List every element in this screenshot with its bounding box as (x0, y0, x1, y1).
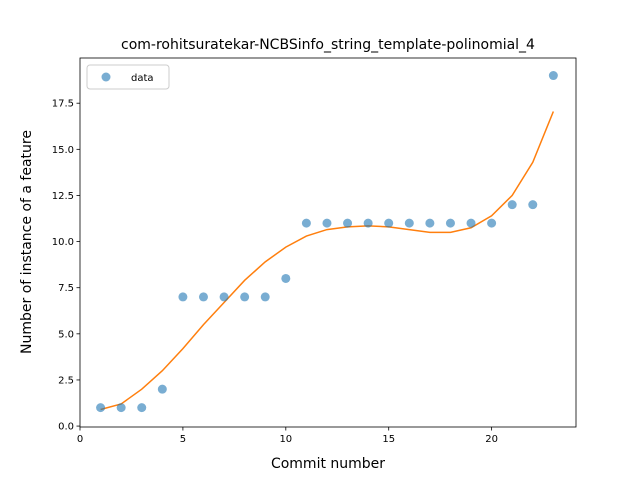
data-point (301, 218, 311, 228)
data-point (322, 218, 332, 228)
data-point (198, 292, 208, 302)
fit-line (100, 111, 555, 411)
data-point (404, 218, 414, 228)
y-tick-label: 7.5 (58, 283, 74, 294)
legend: data (86, 64, 170, 90)
y-tick-label: 0.0 (58, 422, 74, 433)
data-point (240, 292, 250, 302)
data-point (178, 292, 188, 302)
data-point (157, 384, 167, 394)
data-point (281, 273, 291, 283)
y-tick-label: 17.5 (52, 99, 74, 110)
data-point (343, 218, 353, 228)
x-tick-label: 20 (485, 434, 498, 445)
plot-area: 0 5 10 15 20 0.0 2.5 5.0 7.5 10.0 12.5 15.0 17.5 (52, 57, 577, 445)
data-point (507, 200, 517, 210)
data-point (260, 292, 270, 302)
data-point (528, 200, 538, 210)
y-tick-label: 15.0 (52, 145, 74, 156)
y-tick-label: 12.5 (52, 191, 74, 202)
y-tick-label: 10.0 (52, 237, 74, 248)
data-point (116, 403, 126, 413)
legend-marker-data (101, 72, 111, 82)
legend-box (86, 64, 170, 90)
x-tick-label: 15 (382, 434, 395, 445)
data-point (425, 218, 435, 228)
data-point (96, 403, 106, 413)
data-point (487, 218, 497, 228)
data-point (137, 403, 147, 413)
x-tick-label: 10 (279, 434, 292, 445)
x-tick-label: 0 (77, 434, 83, 445)
chart-title: com-rohitsuratekar-NCBSinfo_string_templ… (121, 37, 535, 53)
y-tick-label: 5.0 (58, 329, 74, 340)
axes-frame (79, 57, 577, 428)
x-axis-label: Commit number (271, 456, 385, 472)
data-point (466, 218, 476, 228)
data-point (445, 218, 455, 228)
x-tick-label: 5 (180, 434, 186, 445)
data-point (384, 218, 394, 228)
legend-label-data: data (131, 73, 154, 84)
data-point (363, 218, 373, 228)
data-point (548, 71, 558, 81)
y-tick-label: 2.5 (58, 375, 74, 386)
y-axis-label: Number of instance of a feature (19, 130, 35, 354)
data-point (219, 292, 229, 302)
